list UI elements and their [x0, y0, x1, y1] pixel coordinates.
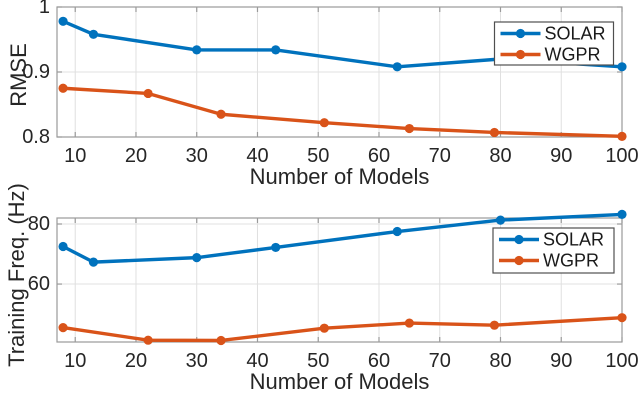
- x-tick-label: 30: [186, 350, 208, 372]
- y-tick-label: 60: [28, 273, 50, 295]
- panel-training-freq: 10 20 30 40 50 60 70 80 90 100 60 80 Number of Model…: [4, 183, 639, 394]
- data-point-marker: [495, 215, 506, 225]
- legend-entry-label: SOLAR: [543, 230, 604, 250]
- x-tick-label: 80: [489, 145, 511, 167]
- data-point-marker: [489, 320, 500, 330]
- data-point-marker: [143, 88, 153, 99]
- data-point-marker: [143, 335, 153, 345]
- data-point-marker: [392, 226, 402, 237]
- x-tick-label: 70: [429, 145, 451, 167]
- y-tick-label: 1: [39, 0, 50, 18]
- legend-sample-marker: [515, 28, 526, 39]
- data-point-marker: [617, 131, 627, 141]
- data-point-marker: [271, 45, 281, 55]
- data-point-marker: [58, 16, 68, 26]
- legend-entry-label: SOLAR: [545, 24, 606, 44]
- x-tick-label: 60: [368, 145, 390, 167]
- x-tick-label: 20: [125, 145, 147, 167]
- data-point-marker: [216, 109, 226, 119]
- legend-sample-marker: [515, 49, 526, 60]
- x-tick-label: 30: [186, 145, 208, 167]
- series-solar: [58, 209, 627, 267]
- series-wgpr: [58, 313, 627, 346]
- data-point-marker: [216, 335, 226, 346]
- x-tick-label: 80: [489, 350, 511, 372]
- x-tick-label: 40: [246, 350, 268, 372]
- x-tick-label: 20: [125, 350, 147, 372]
- y-axis-label: RMSE: [6, 43, 31, 107]
- axes-box: [56, 217, 623, 343]
- x-tick-label: 50: [307, 145, 329, 167]
- legend-sample-marker: [514, 234, 524, 245]
- x-tick-label: 90: [550, 145, 572, 167]
- x-tick-label: 100: [605, 145, 638, 167]
- x-tick-label: 10: [64, 350, 86, 372]
- data-point-marker: [319, 118, 329, 128]
- x-tick-label: 60: [368, 350, 390, 372]
- x-tick-label: 90: [550, 350, 572, 372]
- data-point-marker: [404, 123, 414, 134]
- data-point-marker: [58, 241, 68, 252]
- data-point-marker: [88, 29, 99, 39]
- data-point-marker: [392, 62, 402, 72]
- legend-sample-marker: [514, 255, 524, 266]
- data-point-marker: [319, 323, 329, 333]
- legend-box: [493, 21, 615, 66]
- data-point-marker: [88, 257, 99, 267]
- data-point-marker: [58, 322, 68, 333]
- x-tick-label: 70: [429, 350, 451, 372]
- data-point-marker: [404, 318, 414, 328]
- legend-box: [492, 227, 615, 274]
- data-point-marker: [617, 313, 627, 323]
- data-point-marker: [489, 127, 500, 138]
- x-tick-label: 40: [246, 145, 268, 167]
- series-wgpr: [58, 83, 627, 141]
- legend-entry-label: WGPR: [545, 45, 601, 65]
- y-tick-label: 80: [28, 213, 50, 235]
- y-axis-label: Training Freq. (Hz): [4, 183, 29, 367]
- x-tick-label: 50: [307, 350, 329, 372]
- data-point-marker: [617, 209, 627, 219]
- x-tick-label: 100: [605, 350, 638, 372]
- y-tick-label: 0.9: [22, 61, 50, 83]
- data-point-marker: [58, 83, 68, 93]
- x-tick-label: 10: [64, 145, 86, 167]
- x-axis-label: Number of Models: [250, 369, 430, 394]
- legend-entry-label: WGPR: [543, 251, 599, 271]
- y-tick-label: 0.8: [22, 126, 50, 148]
- x-axis-label: Number of Models: [250, 164, 430, 189]
- data-point-marker: [192, 45, 202, 55]
- data-point-marker: [271, 242, 281, 253]
- data-point-marker: [617, 62, 627, 72]
- panel-rmse: 10 20 30 40 50 60 70 80 90 100 0.8 0.9 1 Number of Mo…: [6, 0, 639, 189]
- data-point-marker: [192, 253, 202, 263]
